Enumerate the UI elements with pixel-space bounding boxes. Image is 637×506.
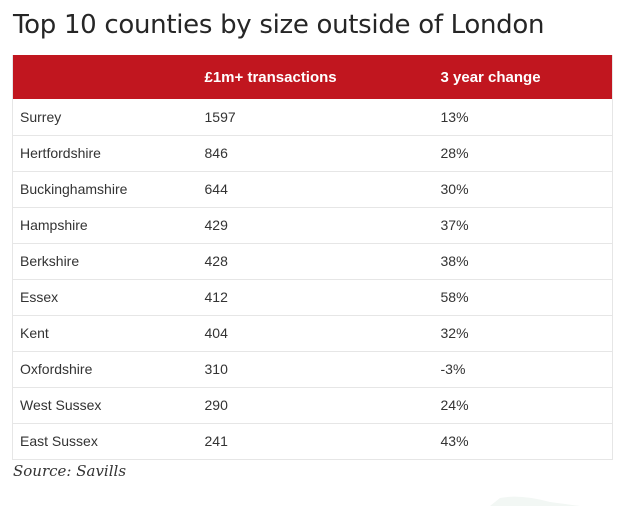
table-body: Surrey 1597 13% Hertfordshire 846 28% Buckingh…	[12, 99, 613, 459]
transactions-cell: 428	[204, 253, 228, 269]
transactions-cell: 644	[204, 181, 228, 197]
change-cell: 43%	[440, 433, 469, 449]
table-row: Hertfordshire 846 28%	[12, 135, 613, 171]
table-row: Berkshire 428 38%	[12, 243, 613, 279]
table-row: West Sussex 290 24%	[12, 387, 613, 423]
county-cell: Berkshire	[20, 253, 80, 269]
county-cell: Kent	[20, 325, 49, 341]
change-cell: 58%	[440, 289, 469, 305]
header-county	[13, 55, 205, 99]
decorative-swoosh	[490, 496, 580, 506]
transactions-cell: 310	[204, 361, 228, 377]
county-cell: Essex	[20, 289, 59, 305]
change-cell: 13%	[440, 108, 469, 125]
transactions-cell: 241	[204, 433, 228, 449]
county-cell: Hertfordshire	[20, 145, 101, 161]
county-cell: West Sussex	[20, 397, 102, 413]
change-cell: 37%	[440, 217, 469, 233]
transactions-cell: 412	[204, 289, 228, 305]
table-row: Oxfordshire 310 -3%	[12, 351, 613, 387]
transactions-cell: 1597	[204, 108, 236, 125]
county-cell: East Sussex	[20, 433, 98, 449]
change-cell: 32%	[440, 325, 469, 341]
table-row: East Sussex 241 43%	[12, 423, 613, 459]
table-row: Surrey 1597 13%	[12, 99, 613, 135]
transactions-cell: 846	[204, 145, 228, 161]
transactions-cell: 404	[204, 325, 228, 341]
change-cell: 28%	[440, 145, 469, 161]
table-row: Kent 404 32%	[12, 315, 613, 351]
header-row: £1m+ transactions 3 year change	[12, 55, 613, 99]
source-note: Source: Savills	[13, 462, 127, 480]
change-cell: 24%	[440, 397, 469, 413]
county-cell: Buckinghamshire	[20, 181, 128, 197]
table-row: Hampshire 429 37%	[12, 207, 613, 243]
transactions-cell: 429	[204, 217, 228, 233]
county-cell: Surrey	[20, 108, 62, 125]
chart-title: Top 10 counties by size outside of Londo…	[13, 10, 545, 40]
change-cell: 38%	[440, 253, 469, 269]
change-cell: -3%	[440, 361, 466, 377]
county-cell: Oxfordshire	[20, 361, 93, 377]
table-header: £1m+ transactions 3 year change	[12, 55, 613, 99]
transactions-cell: 290	[204, 397, 228, 413]
data-table: £1m+ transactions 3 year change Surrey 15…	[12, 55, 613, 460]
header-change: 3 year change	[440, 68, 541, 86]
table-row: Essex 412 58%	[12, 279, 613, 315]
county-cell: Hampshire	[20, 217, 88, 233]
change-cell: 30%	[440, 181, 469, 197]
table-row: Buckinghamshire 644 30%	[12, 171, 613, 207]
header-transactions: £1m+ transactions	[204, 68, 337, 86]
